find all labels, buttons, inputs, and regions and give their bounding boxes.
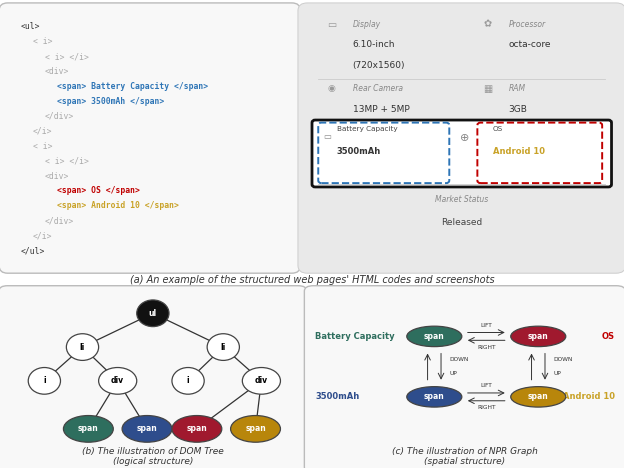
Ellipse shape bbox=[66, 334, 99, 360]
Text: octa-core: octa-core bbox=[509, 40, 551, 49]
FancyBboxPatch shape bbox=[298, 3, 624, 273]
Text: (b) The illustration of DOM Tree
(logical structure): (b) The illustration of DOM Tree (logica… bbox=[82, 447, 224, 466]
Text: Android 10: Android 10 bbox=[493, 147, 545, 156]
Text: ◉: ◉ bbox=[328, 84, 336, 93]
FancyBboxPatch shape bbox=[0, 285, 307, 468]
Text: < i> </i>: < i> </i> bbox=[45, 52, 89, 61]
FancyBboxPatch shape bbox=[0, 3, 301, 273]
Text: Android 10: Android 10 bbox=[563, 392, 615, 402]
Text: Display: Display bbox=[353, 20, 381, 29]
Text: LIFT: LIFT bbox=[480, 323, 492, 328]
Text: span: span bbox=[187, 424, 207, 433]
Text: OS: OS bbox=[602, 332, 615, 341]
Ellipse shape bbox=[99, 367, 137, 394]
Ellipse shape bbox=[207, 334, 240, 360]
Text: <span> OS </span>: <span> OS </span> bbox=[57, 186, 140, 196]
Text: (c) The illustration of NPR Graph
(spatial structure): (c) The illustration of NPR Graph (spati… bbox=[392, 447, 538, 466]
Text: ✿: ✿ bbox=[484, 20, 492, 29]
FancyBboxPatch shape bbox=[305, 285, 624, 468]
Text: div: div bbox=[111, 376, 124, 385]
Text: span: span bbox=[424, 332, 445, 341]
Text: Processor: Processor bbox=[509, 20, 545, 29]
Ellipse shape bbox=[172, 416, 222, 442]
Text: div: div bbox=[255, 376, 268, 385]
Ellipse shape bbox=[137, 300, 169, 327]
FancyBboxPatch shape bbox=[312, 120, 612, 187]
Text: Battery Capacity: Battery Capacity bbox=[315, 332, 395, 341]
Text: 13MP + 5MP: 13MP + 5MP bbox=[353, 104, 409, 114]
Text: RIGHT: RIGHT bbox=[477, 345, 495, 350]
Text: 6.10-inch: 6.10-inch bbox=[353, 40, 395, 49]
Text: 3GB: 3GB bbox=[509, 104, 527, 114]
Text: span: span bbox=[528, 332, 548, 341]
Text: ul: ul bbox=[149, 309, 157, 318]
Ellipse shape bbox=[510, 387, 566, 407]
Ellipse shape bbox=[64, 416, 114, 442]
FancyBboxPatch shape bbox=[477, 123, 602, 183]
Text: < i> </i>: < i> </i> bbox=[45, 157, 89, 166]
Ellipse shape bbox=[407, 387, 462, 407]
Text: <div>: <div> bbox=[45, 172, 69, 181]
Ellipse shape bbox=[407, 326, 462, 347]
Text: ⊕: ⊕ bbox=[460, 133, 470, 143]
Text: </div>: </div> bbox=[45, 112, 74, 121]
Ellipse shape bbox=[172, 367, 204, 394]
Text: (a) An example of the structured web pages' HTML codes and screenshots: (a) An example of the structured web pag… bbox=[130, 275, 494, 285]
Text: RAM: RAM bbox=[509, 84, 525, 93]
Text: RIGHT: RIGHT bbox=[477, 405, 495, 410]
Text: < i>: < i> bbox=[32, 37, 52, 46]
Text: li: li bbox=[80, 343, 85, 351]
Ellipse shape bbox=[510, 326, 566, 347]
Text: <span> Android 10 </span>: <span> Android 10 </span> bbox=[57, 201, 178, 211]
Ellipse shape bbox=[122, 416, 172, 442]
Text: </ul>: </ul> bbox=[21, 246, 45, 255]
Text: Battery Capacity: Battery Capacity bbox=[337, 126, 397, 132]
Ellipse shape bbox=[231, 416, 280, 442]
Text: 3500mAh: 3500mAh bbox=[337, 147, 381, 156]
Text: span: span bbox=[528, 392, 548, 402]
Text: span: span bbox=[137, 424, 157, 433]
Text: UP: UP bbox=[553, 371, 562, 376]
Text: DOWN: DOWN bbox=[553, 357, 573, 362]
Text: ▦: ▦ bbox=[484, 84, 493, 94]
Ellipse shape bbox=[242, 367, 280, 394]
Text: </i>: </i> bbox=[32, 127, 52, 136]
Text: i: i bbox=[43, 376, 46, 385]
Text: DOWN: DOWN bbox=[449, 357, 469, 362]
Text: ▭: ▭ bbox=[324, 132, 331, 141]
Text: <span> Battery Capacity </span>: <span> Battery Capacity </span> bbox=[57, 82, 208, 91]
Text: < i>: < i> bbox=[32, 142, 52, 151]
Text: </div>: </div> bbox=[45, 216, 74, 225]
Text: span: span bbox=[78, 424, 99, 433]
Text: Rear Camera: Rear Camera bbox=[353, 84, 402, 93]
Text: OS: OS bbox=[493, 126, 503, 132]
Text: <div>: <div> bbox=[45, 67, 69, 76]
Text: LIFT: LIFT bbox=[480, 383, 492, 388]
Text: span: span bbox=[245, 424, 266, 433]
Text: UP: UP bbox=[449, 371, 457, 376]
Text: </i>: </i> bbox=[32, 231, 52, 240]
Text: <span> 3500mAh </span>: <span> 3500mAh </span> bbox=[57, 97, 164, 106]
Text: span: span bbox=[424, 392, 445, 402]
Ellipse shape bbox=[28, 367, 61, 394]
FancyBboxPatch shape bbox=[318, 123, 449, 183]
Text: Market Status: Market Status bbox=[435, 195, 489, 204]
Text: Released: Released bbox=[441, 218, 482, 227]
Text: 3500mAh: 3500mAh bbox=[315, 392, 359, 402]
Text: <ul>: <ul> bbox=[21, 22, 40, 31]
Text: li: li bbox=[221, 343, 226, 351]
Text: (720x1560): (720x1560) bbox=[353, 61, 405, 70]
Text: ▭: ▭ bbox=[328, 20, 337, 29]
Text: i: i bbox=[187, 376, 190, 385]
